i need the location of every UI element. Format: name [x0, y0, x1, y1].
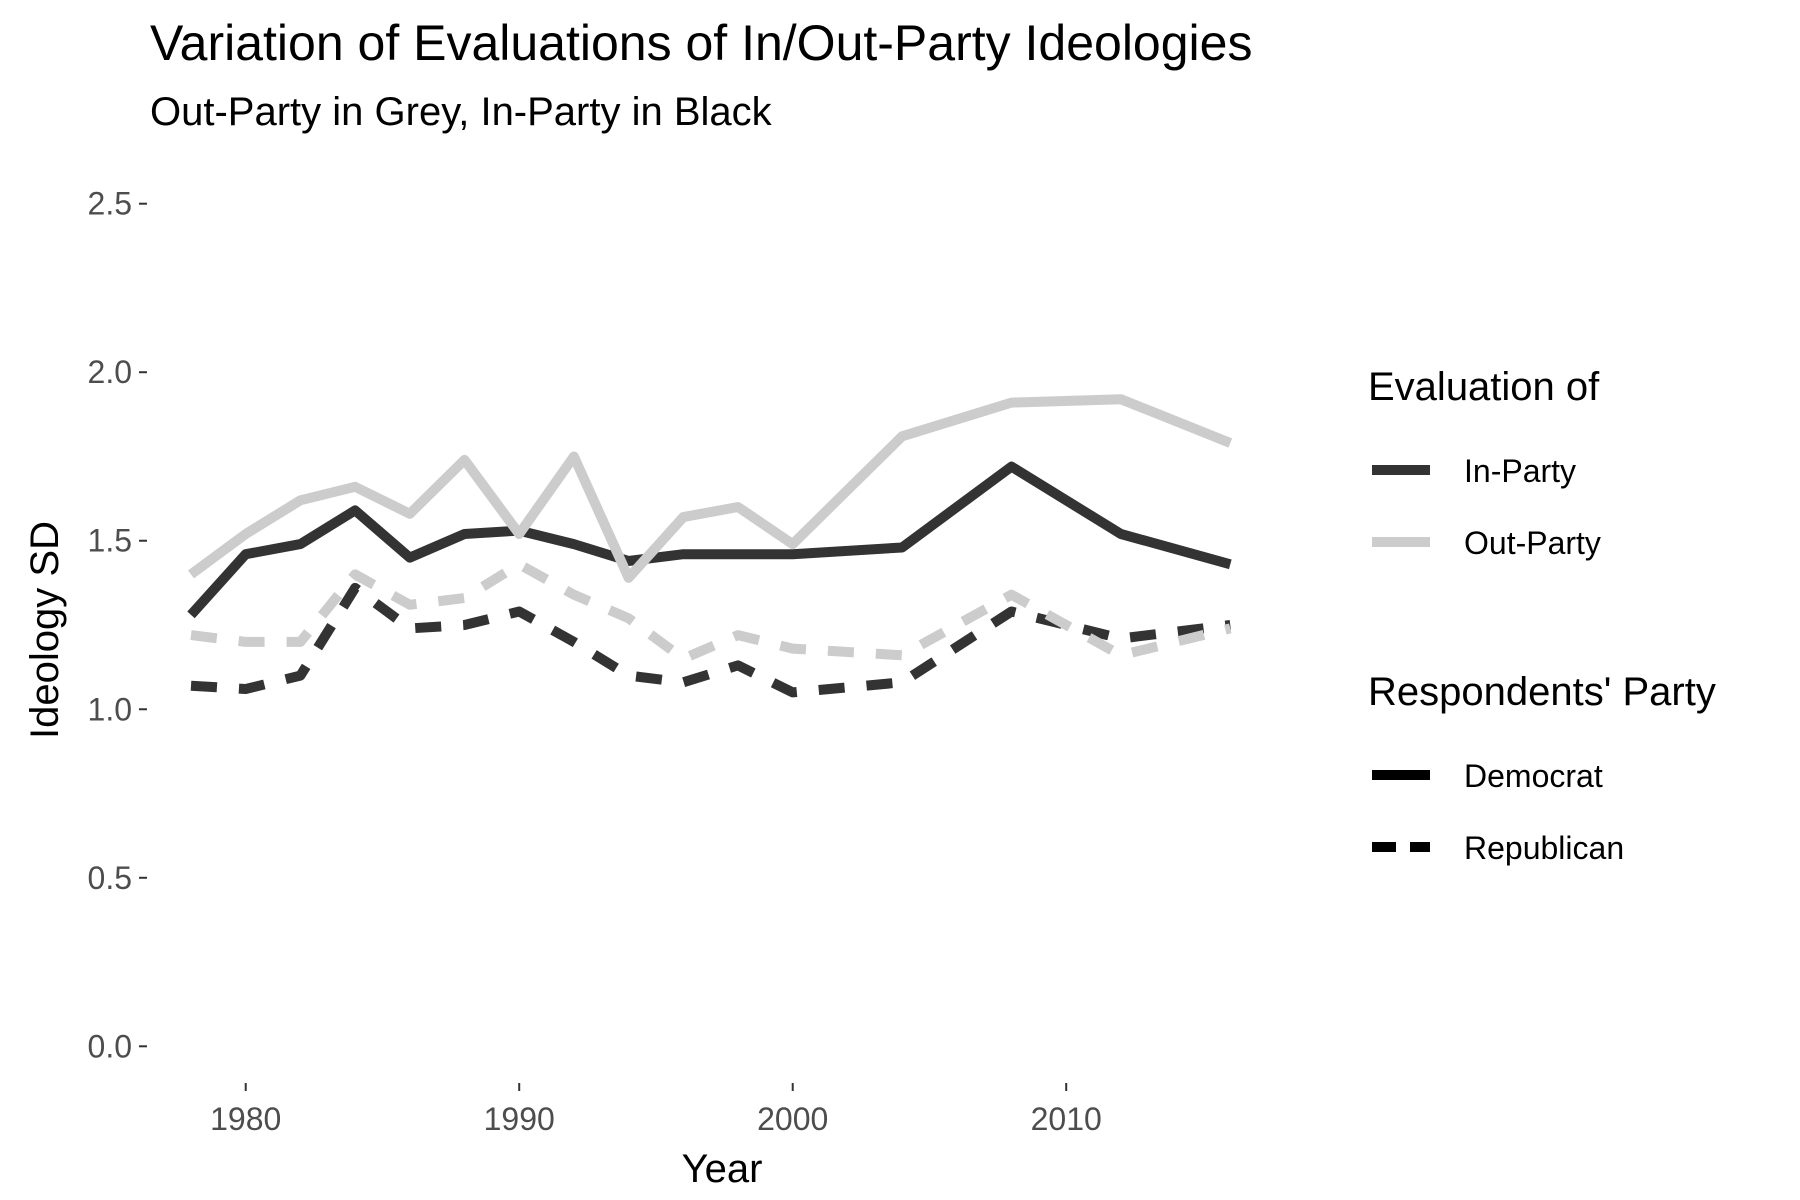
series-line-out-party-republican — [190, 559, 1232, 664]
x-axis-title: Year — [682, 1147, 763, 1191]
x-tick-label: 1980 — [210, 1101, 281, 1137]
x-tick-label: 2000 — [757, 1101, 828, 1137]
legend-title: Respondents' Party — [1368, 670, 1716, 714]
y-tick-label: 1.0 — [88, 691, 132, 727]
y-tick-label: 2.0 — [88, 354, 132, 390]
series-line-in-party-democrat — [187, 461, 1232, 619]
x-tick-label: 1990 — [484, 1101, 555, 1137]
legend: Evaluation of In-Party Out-Party Respondent… — [1368, 365, 1716, 866]
chart-title: Variation of Evaluations of In/Out-Party… — [150, 15, 1253, 71]
x-axis: 1980 1990 2000 2010 — [210, 1083, 1102, 1137]
legend-title: Evaluation of — [1368, 365, 1600, 409]
legend-label-out-party: Out-Party — [1464, 525, 1601, 561]
legend-label-republican: Republican — [1464, 830, 1624, 866]
chart-subtitle: Out-Party in Grey, In-Party in Black — [150, 90, 772, 134]
y-tick-label: 2.5 — [88, 186, 132, 222]
series-line-in-party-republican — [190, 582, 1231, 698]
plot-area — [187, 394, 1233, 698]
x-tick-label: 2010 — [1031, 1101, 1102, 1137]
y-axis: 0.0 0.5 1.0 1.5 2.0 2.5 — [88, 186, 147, 1064]
legend-label-democrat: Democrat — [1464, 758, 1603, 794]
legend-label-in-party: In-Party — [1464, 453, 1576, 489]
series-line-out-party-democrat — [188, 394, 1233, 583]
y-tick-label: 0.5 — [88, 860, 132, 896]
y-axis-title: Ideology SD — [23, 521, 67, 739]
y-tick-label: 1.5 — [88, 523, 132, 559]
y-tick-label: 0.0 — [88, 1028, 132, 1064]
